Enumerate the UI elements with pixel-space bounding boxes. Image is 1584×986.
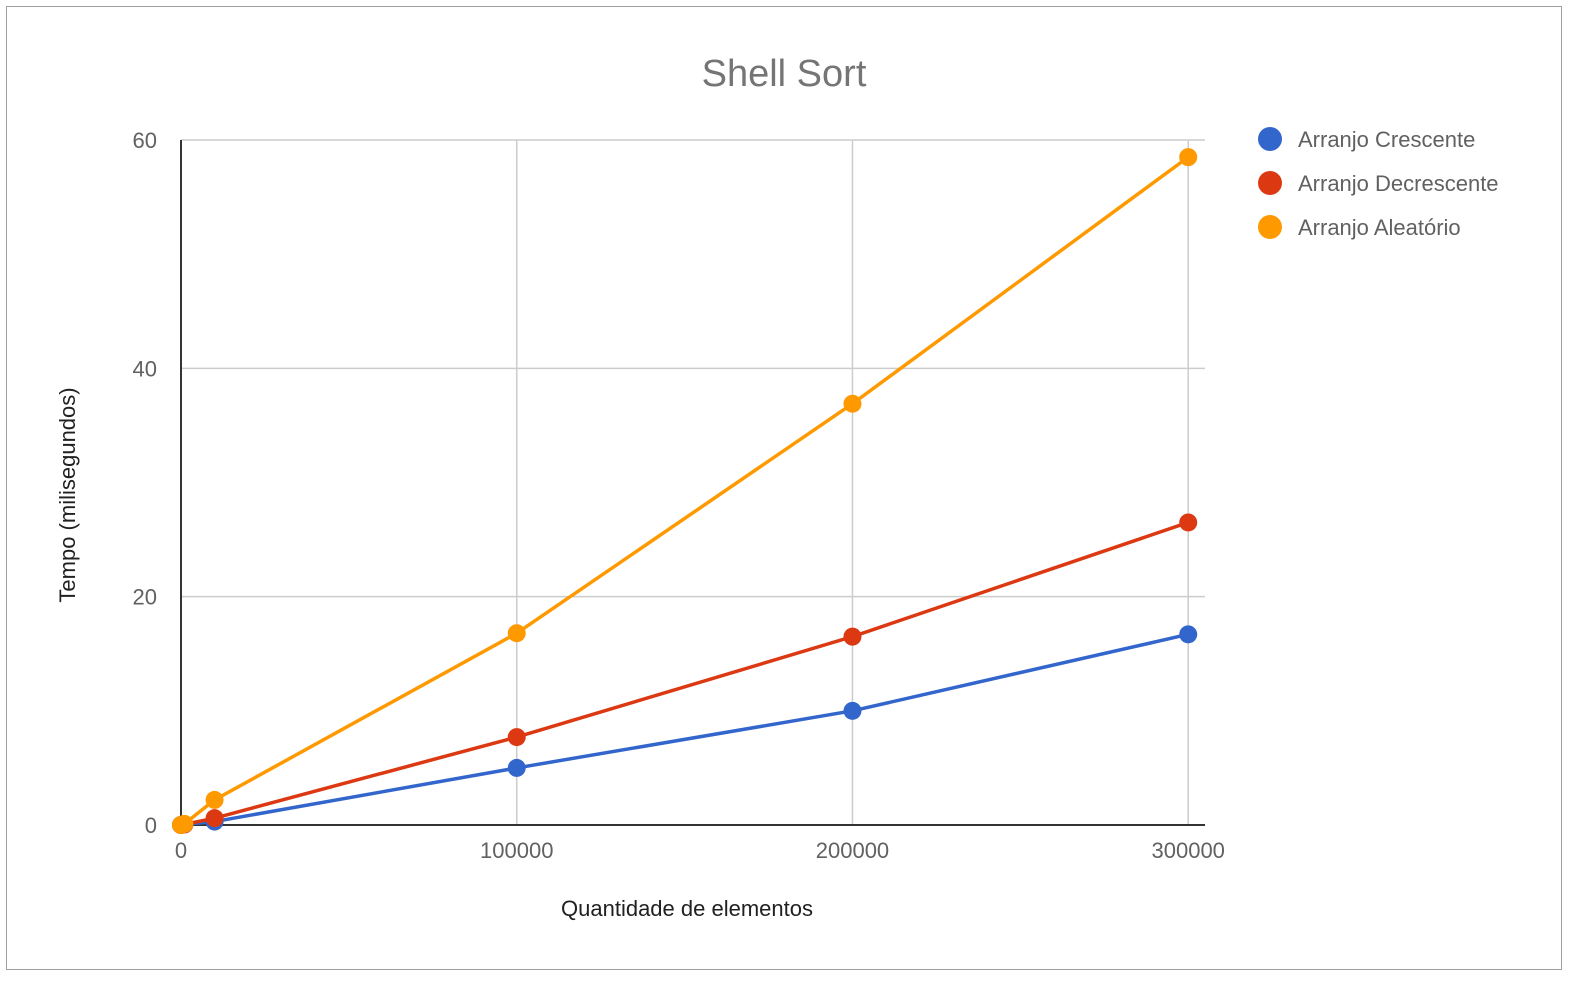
x-axis-ticks: 0 100000 200000 300000 bbox=[175, 838, 1225, 863]
y-axis-label: Tempo (milisegundos) bbox=[55, 387, 80, 602]
data-point[interactable] bbox=[175, 814, 194, 833]
legend-swatch bbox=[1258, 171, 1282, 195]
legend[interactable]: Arranjo Crescente Arranjo Decrescente Arra… bbox=[1258, 127, 1499, 240]
series-1 bbox=[172, 625, 1198, 834]
series-line bbox=[180, 520, 1189, 827]
y-axis-ticks: 0 20 40 60 bbox=[133, 128, 157, 838]
data-point[interactable] bbox=[1179, 513, 1198, 532]
legend-label: Arranjo Aleatório bbox=[1298, 215, 1461, 240]
data-point[interactable] bbox=[1179, 148, 1198, 167]
data-point[interactable] bbox=[843, 701, 862, 720]
x-tick-label: 0 bbox=[175, 838, 187, 863]
series-group bbox=[172, 148, 1198, 834]
legend-label: Arranjo Decrescente bbox=[1298, 171, 1499, 196]
chart-frame bbox=[6, 6, 1562, 970]
chart-title: Shell Sort bbox=[702, 53, 867, 95]
y-tick-label: 20 bbox=[133, 585, 157, 610]
data-point[interactable] bbox=[205, 790, 224, 809]
y-tick-label: 0 bbox=[145, 813, 157, 838]
data-point[interactable] bbox=[1179, 625, 1198, 644]
y-tick-label: 40 bbox=[133, 356, 157, 381]
data-point[interactable] bbox=[507, 624, 526, 643]
series-3 bbox=[172, 148, 1198, 834]
legend-item[interactable]: Arranjo Decrescente bbox=[1258, 171, 1499, 196]
data-point[interactable] bbox=[507, 758, 526, 777]
axes bbox=[177, 140, 1205, 826]
data-point[interactable] bbox=[507, 728, 526, 747]
data-point[interactable] bbox=[205, 809, 224, 828]
legend-item[interactable]: Arranjo Crescente bbox=[1258, 127, 1475, 152]
data-point[interactable] bbox=[843, 627, 862, 646]
data-point[interactable] bbox=[843, 394, 862, 413]
legend-label: Arranjo Crescente bbox=[1298, 127, 1475, 152]
x-axis-label: Quantidade de elementos bbox=[561, 896, 813, 921]
gridlines bbox=[181, 139, 1205, 825]
legend-item[interactable]: Arranjo Aleatório bbox=[1258, 215, 1461, 240]
legend-swatch bbox=[1258, 215, 1282, 239]
series-2 bbox=[172, 513, 1198, 834]
x-tick-label: 100000 bbox=[480, 838, 553, 863]
y-tick-label: 60 bbox=[133, 128, 157, 153]
legend-swatch bbox=[1258, 127, 1282, 151]
x-tick-label: 300000 bbox=[1152, 838, 1225, 863]
x-tick-label: 200000 bbox=[816, 838, 889, 863]
series-line bbox=[180, 632, 1189, 827]
series-line bbox=[180, 155, 1190, 827]
